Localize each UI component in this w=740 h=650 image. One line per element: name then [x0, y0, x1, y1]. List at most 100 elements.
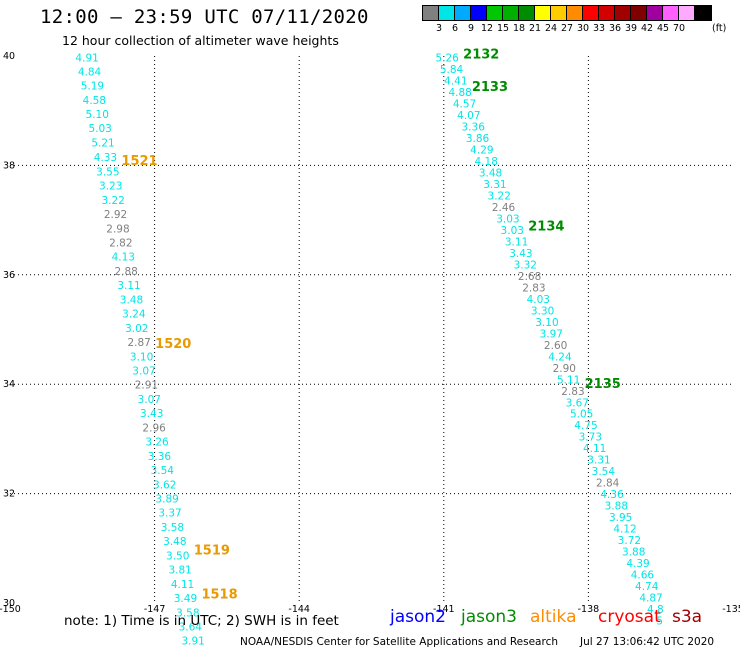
satellite-legend-item: s3a: [672, 607, 703, 627]
legend-label: 9: [467, 23, 475, 34]
legend-swatch: [615, 6, 631, 20]
legend-label: 24: [544, 23, 558, 34]
wave-height-value: 4.58: [83, 95, 106, 107]
satellite-legend-item: altika: [530, 607, 577, 627]
legend-swatch: [631, 6, 647, 20]
longitude-tick-label: -150: [0, 604, 21, 615]
wave-height-value: 3.64: [179, 622, 203, 634]
legend-swatch: [455, 6, 471, 20]
wave-height-value: 4.33: [94, 152, 117, 164]
wave-height-value: 2.84: [596, 478, 620, 490]
wave-height-value: 4.66: [631, 570, 655, 582]
wave-height-value: 5.19: [81, 81, 104, 93]
footer-credit: NOAA/NESDIS Center for Satellite Applica…: [240, 636, 558, 648]
legend-swatch: [423, 6, 439, 20]
legend-swatch: [439, 6, 455, 20]
wave-height-value: 4.11: [171, 579, 194, 591]
wave-height-value: 3.55: [96, 166, 119, 178]
wave-height-value: 3.24: [122, 309, 146, 321]
satellite-legend-item: jason3: [461, 607, 517, 627]
wave-height-value: 3.54: [592, 466, 616, 478]
wave-height-value: 5.03: [88, 123, 111, 135]
satellite-legend-item: cryosat: [598, 607, 661, 627]
footer-generated-date: Jul 27 13:06:42 UTC 2020: [580, 636, 715, 648]
wave-height-value: 3.48: [120, 294, 143, 306]
legend-label: 6: [451, 23, 459, 34]
orbit-number-label: 2132: [463, 47, 499, 62]
wave-height-value: 4.07: [457, 110, 480, 122]
wave-height-value: 4.36: [600, 489, 624, 501]
wave-height-value: 4.18: [475, 156, 498, 168]
legend-label: 18: [512, 23, 526, 34]
wave-height-value: 3.31: [483, 179, 506, 191]
wave-height-value: 4.11: [583, 443, 606, 455]
wave-height-value: 4.84: [78, 66, 102, 78]
wave-height-value: 4.8: [647, 604, 664, 616]
wave-height-value: 3.32: [514, 259, 537, 271]
wave-height-value: 3.86: [466, 133, 490, 145]
wave-height-value: 4.03: [527, 294, 550, 306]
legend-swatch: [695, 6, 711, 20]
wave-height-value: 3.11: [505, 236, 528, 248]
wave-height-value: 3.07: [132, 366, 155, 378]
wave-height-value: 3.10: [535, 317, 558, 329]
wave-height-value: 3.43: [140, 408, 163, 420]
wave-height-value: 4.41: [444, 76, 467, 88]
wave-height-value: 3.07: [138, 394, 161, 406]
wave-height-value: 2.90: [553, 363, 576, 375]
orbit-number-label: 2133: [472, 80, 508, 95]
wave-height-value: 2.91: [135, 380, 158, 392]
wave-height-value: 4.29: [470, 145, 493, 157]
wave-height-value: 5.26: [435, 53, 459, 65]
wave-height-value: 3.03: [501, 225, 524, 237]
legend-swatch: [583, 6, 599, 20]
orbit-number-label: 2135: [585, 377, 621, 392]
wave-height-value: 3.72: [618, 535, 641, 547]
wave-height-color-legend: 3 6 9 12 15 18 21 24 27 30 33 36 39 42 45 70 (ft): [422, 5, 726, 34]
legend-swatch: [599, 6, 615, 20]
wave-height-value: 3.48: [479, 168, 502, 180]
wave-height-value: 4.91: [75, 53, 98, 65]
wave-height-value: 3.67: [566, 397, 589, 409]
wave-height-value: 3.31: [587, 455, 610, 467]
orbit-number-label: 1519: [194, 543, 230, 558]
satellite-legend-item: jason2: [390, 607, 446, 627]
orbit-number-label: 1520: [155, 337, 191, 352]
legend-label: 45: [656, 23, 670, 34]
wave-height-value: 4.74: [635, 581, 659, 593]
page-title: 12:00 – 23:59 UTC 07/11/2020: [40, 6, 369, 28]
legend-swatch: [535, 6, 551, 20]
wave-height-value: 4.87: [639, 593, 662, 605]
wave-height-value: 5.05: [570, 409, 593, 421]
wave-height-value: 3.36: [148, 451, 172, 463]
orbit-number-label: 1521: [121, 154, 157, 169]
legend-swatch: [663, 6, 679, 20]
latitude-tick-label: 38: [3, 160, 15, 171]
wave-height-value: 2.68: [518, 271, 541, 283]
wave-height-value: 5.10: [86, 109, 109, 121]
orbit-number-label: 1518: [201, 588, 237, 603]
wave-height-value: 2.98: [106, 223, 129, 235]
wave-height-value: 3.95: [609, 512, 632, 524]
legend-color-bar: [422, 5, 712, 21]
wave-height-value: 5.11: [557, 374, 580, 386]
latitude-tick-label: 32: [3, 489, 15, 500]
wave-height-value: 3.81: [168, 565, 191, 577]
legend-swatch: [567, 6, 583, 20]
wave-height-value: 3.54: [151, 465, 175, 477]
wave-height-value: 4.39: [626, 558, 649, 570]
longitude-tick-label: -141: [433, 604, 455, 615]
wave-height-value: 3.23: [99, 181, 122, 193]
wave-height-value: 2.83: [522, 282, 545, 294]
wave-height-value: 4.13: [112, 252, 135, 264]
orbit-number-label: 2134: [528, 220, 564, 235]
legend-label: 70: [672, 23, 686, 34]
legend-swatch: [487, 6, 503, 20]
legend-swatch: [519, 6, 535, 20]
wave-height-value: 3.48: [163, 536, 186, 548]
wave-height-value: 3.49: [174, 593, 197, 605]
wave-height-value: 3.37: [158, 508, 181, 520]
wave-height-value: 5.84: [440, 64, 464, 76]
